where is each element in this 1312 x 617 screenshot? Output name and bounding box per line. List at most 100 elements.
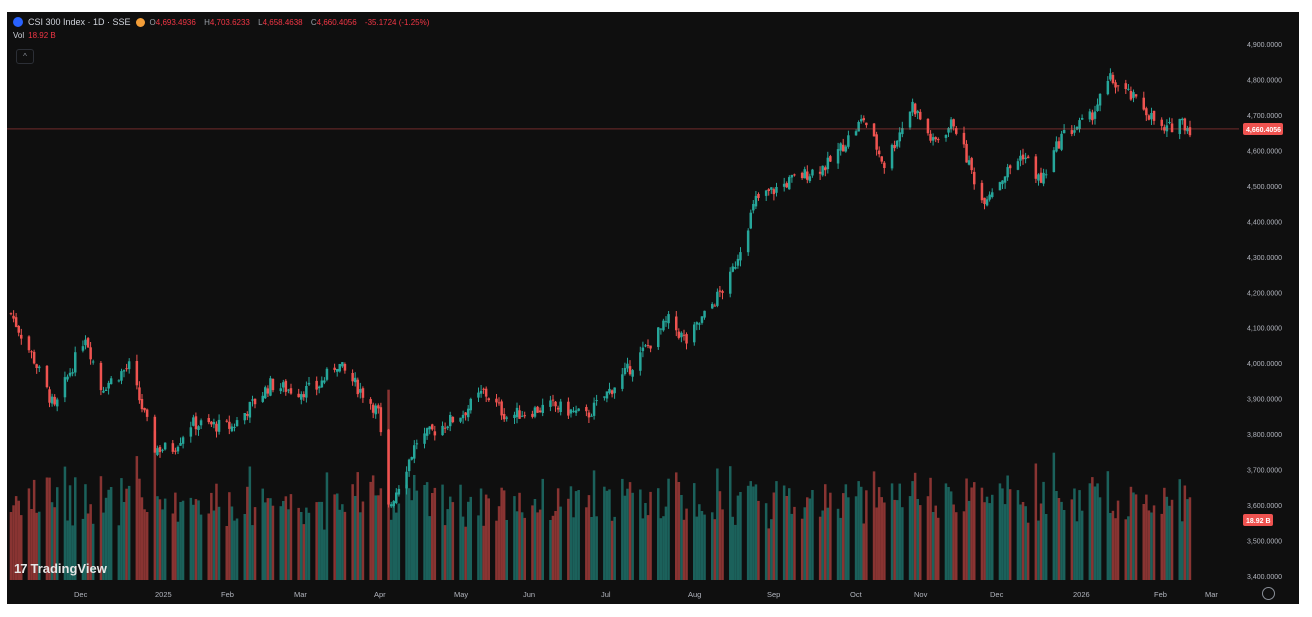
volume-bar: [538, 509, 542, 580]
volume-bar: [53, 507, 56, 580]
volume-bar: [279, 506, 282, 580]
volume-bar: [585, 507, 588, 580]
volume-bar: [1116, 500, 1120, 580]
volume-bar: [1024, 506, 1027, 580]
y-tick-label: 4,600.0000: [1247, 148, 1282, 155]
x-tick-label: Mar: [294, 590, 307, 599]
volume-bar: [659, 518, 663, 580]
candle: [479, 390, 483, 394]
candle: [664, 321, 668, 323]
volume-bar: [86, 513, 90, 580]
candle: [161, 449, 164, 451]
volume-bar: [752, 486, 755, 580]
chart-panel[interactable]: 4,900.0000 4,800.0000 4,700.0000 4,600.0000…: [7, 12, 1299, 604]
candle: [739, 252, 742, 261]
candle: [338, 364, 341, 372]
volume-bar: [716, 468, 719, 580]
candle: [677, 331, 681, 338]
volume-bar: [269, 498, 272, 580]
volume-bar: [307, 512, 311, 580]
candle: [693, 324, 696, 343]
candle: [369, 399, 372, 404]
candle: [955, 128, 958, 134]
tradingview-logo[interactable]: 17 TradingView: [14, 561, 107, 576]
volume-bar: [549, 520, 552, 580]
candle: [449, 415, 452, 427]
candle: [91, 361, 95, 363]
candle: [605, 391, 609, 399]
candle: [1170, 123, 1174, 133]
candle: [800, 172, 804, 178]
candle: [944, 135, 948, 138]
candle: [74, 352, 77, 373]
volume-bar: [248, 466, 252, 580]
candle: [407, 459, 411, 472]
volume-bar: [1034, 463, 1038, 580]
volume-bar: [197, 500, 200, 580]
tradingview-logo-icon: 17: [14, 561, 28, 576]
candle: [264, 387, 267, 399]
settings-icon[interactable]: [1262, 587, 1275, 600]
volume-bar: [847, 497, 850, 580]
candle: [1168, 122, 1171, 123]
volume-bar: [736, 495, 740, 580]
volume-bar: [1037, 520, 1040, 580]
candle: [446, 426, 449, 429]
volume-bar: [908, 496, 912, 580]
candle: [1006, 167, 1009, 178]
volume-bar: [680, 495, 683, 580]
candle: [487, 398, 490, 401]
candle: [937, 139, 940, 141]
volume-bar: [261, 488, 264, 580]
volume-bar: [1055, 491, 1058, 580]
candle: [461, 414, 465, 419]
candle: [325, 368, 329, 380]
candle: [1019, 155, 1022, 161]
candle: [782, 183, 786, 187]
volume-bar: [664, 506, 668, 580]
collapse-legend-button[interactable]: ^: [16, 49, 34, 64]
volume-bar: [482, 525, 485, 580]
candle: [513, 414, 516, 418]
candle: [66, 376, 69, 380]
volume-bar: [877, 487, 881, 580]
candlestick-chart[interactable]: 4,900.0000 4,800.0000 4,700.0000 4,600.0000…: [7, 12, 1299, 604]
candle: [48, 389, 51, 403]
candle: [628, 366, 632, 375]
candle: [919, 111, 922, 120]
volume-bar: [554, 511, 557, 580]
volume-bar: [1044, 514, 1048, 580]
volume-bar: [351, 484, 354, 580]
symbol-title[interactable]: CSI 300 Index · 1D · SSE: [28, 17, 131, 27]
volume-bar: [734, 524, 737, 580]
candle: [279, 388, 282, 392]
volume-bar: [1080, 510, 1084, 580]
candle: [253, 398, 257, 405]
volume-bar: [341, 504, 344, 580]
volume-bar: [451, 502, 455, 580]
candle: [1116, 85, 1120, 87]
volume-bar: [944, 483, 948, 580]
volume-bar: [875, 507, 878, 580]
candle: [63, 377, 67, 398]
candle: [515, 407, 519, 418]
y-tick-label: 4,400.0000: [1247, 219, 1282, 226]
candle: [872, 123, 876, 137]
candle: [1098, 93, 1102, 106]
candle: [824, 167, 827, 171]
volume-bar: [1052, 452, 1056, 580]
candle: [785, 183, 788, 188]
candle: [443, 427, 447, 429]
candle: [27, 336, 31, 351]
volume-bar: [1039, 503, 1043, 580]
volume-bar: [477, 515, 480, 580]
candle: [379, 407, 383, 433]
volume-bar: [746, 485, 750, 580]
candle: [1057, 141, 1061, 149]
volume-bar: [359, 512, 362, 580]
candle: [300, 394, 303, 400]
volume-bar: [988, 503, 991, 580]
volume-bar: [998, 483, 1002, 580]
candle: [359, 389, 362, 393]
volume-bar: [1181, 521, 1184, 580]
